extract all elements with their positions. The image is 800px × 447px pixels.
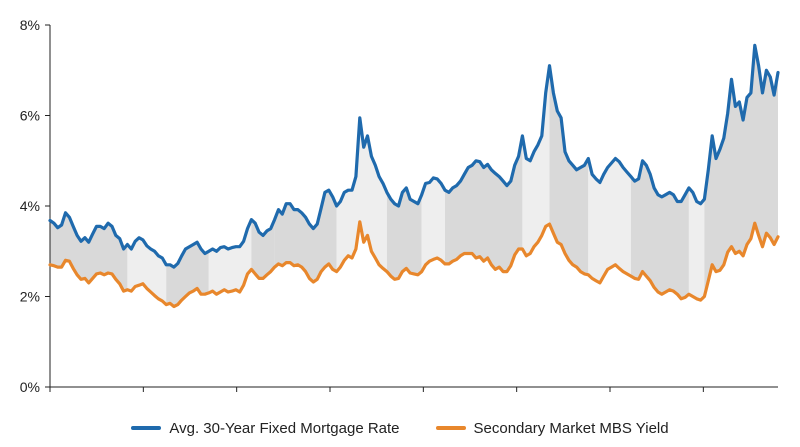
legend-swatch-mortgage-rate: [131, 426, 162, 430]
spread-band-14: [688, 187, 705, 301]
spread-band-5: [274, 190, 337, 282]
spread-band-8: [421, 177, 445, 272]
spread-band-7: [386, 187, 422, 280]
spread-band-4: [251, 219, 275, 279]
legend-item-mortgage-rate: Avg. 30-Year Fixed Mortgage Rate: [131, 419, 400, 437]
y-tick-label: 0%: [20, 379, 40, 395]
spread-band-2: [166, 242, 209, 307]
series-line-mbs-yield: [48, 220, 780, 309]
spread-band-15: [704, 45, 778, 297]
spread-band-9: [445, 135, 523, 272]
y-tick-label: 4%: [20, 198, 40, 214]
spread-band-10: [522, 65, 550, 256]
spread-bands: [50, 45, 778, 307]
spread-band-12: [588, 158, 631, 283]
legend-label-mortgage-rate: Avg. 30-Year Fixed Mortgage Rate: [169, 419, 400, 437]
y-tick-label: 2%: [20, 289, 40, 305]
legend-swatch-mbs-yield: [435, 426, 466, 430]
legend-label-mbs-yield: Secondary Market MBS Yield: [473, 419, 669, 437]
y-tick-label: 8%: [20, 17, 40, 33]
spread-band-13: [630, 160, 689, 299]
spread-band-11: [549, 65, 589, 275]
legend-item-mbs-yield: Secondary Market MBS Yield: [435, 419, 669, 437]
spread-band-3: [208, 219, 252, 295]
y-tick-label: 6%: [20, 108, 40, 124]
legend: Avg. 30-Year Fixed Mortgage Rate Seconda…: [0, 416, 800, 440]
y-axis: 0% 2% 4% 6% 8%: [20, 17, 51, 395]
series-line-mortgage-rate: [48, 43, 780, 269]
x-axis: [49, 386, 778, 392]
series-lines: [48, 43, 780, 309]
spread-band-6: [336, 117, 387, 272]
